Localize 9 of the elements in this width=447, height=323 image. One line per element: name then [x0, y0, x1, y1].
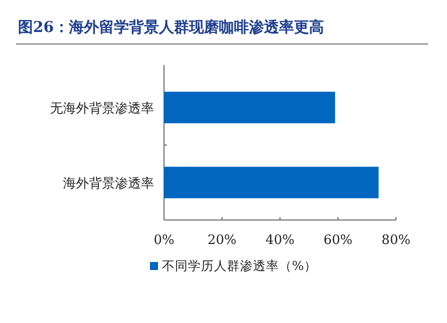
legend-label: 不同学历人群渗透率（%）	[162, 258, 317, 273]
chart-title: 图26：海外留学背景人群现磨咖啡渗透率更高	[18, 18, 324, 36]
y-tick-label: 无海外背景渗透率	[50, 100, 154, 116]
x-tick-label: 0%	[154, 233, 174, 248]
x-tick-label: 40%	[266, 233, 294, 248]
x-tick-label: 60%	[324, 233, 352, 248]
x-tick-label: 20%	[208, 233, 236, 248]
y-tick-label: 海外背景渗透率	[63, 176, 154, 192]
x-tick-label: 80%	[382, 233, 410, 248]
